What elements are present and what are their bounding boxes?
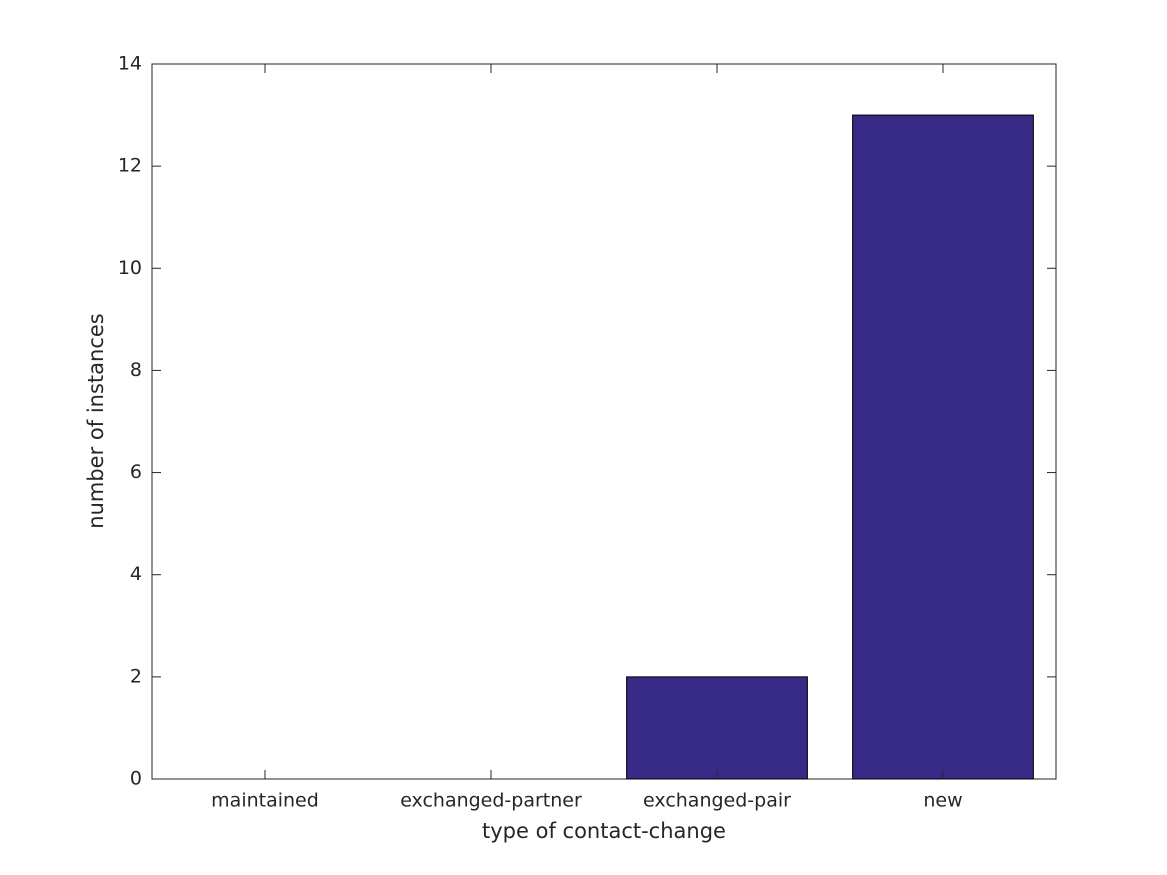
y-tick-label: 8 (130, 359, 142, 381)
y-tick-label: 0 (130, 768, 142, 790)
bar (852, 114, 1034, 780)
x-tick-label: exchanged-pair (643, 790, 791, 812)
y-tick-label: 14 (118, 53, 142, 75)
y-tick-label: 2 (130, 665, 142, 687)
x-axis-label: type of contact-change (482, 819, 726, 843)
y-tick-label: 4 (130, 563, 142, 585)
x-tick-label: new (923, 790, 962, 812)
x-tick-label: exchanged-partner (400, 790, 582, 812)
bar (626, 676, 808, 780)
x-tick-label: maintained (211, 790, 319, 812)
y-axis-label: number of instances (84, 313, 108, 528)
y-tick-label: 10 (118, 257, 142, 279)
y-tick-label: 12 (118, 155, 142, 177)
y-tick-label: 6 (130, 461, 142, 483)
